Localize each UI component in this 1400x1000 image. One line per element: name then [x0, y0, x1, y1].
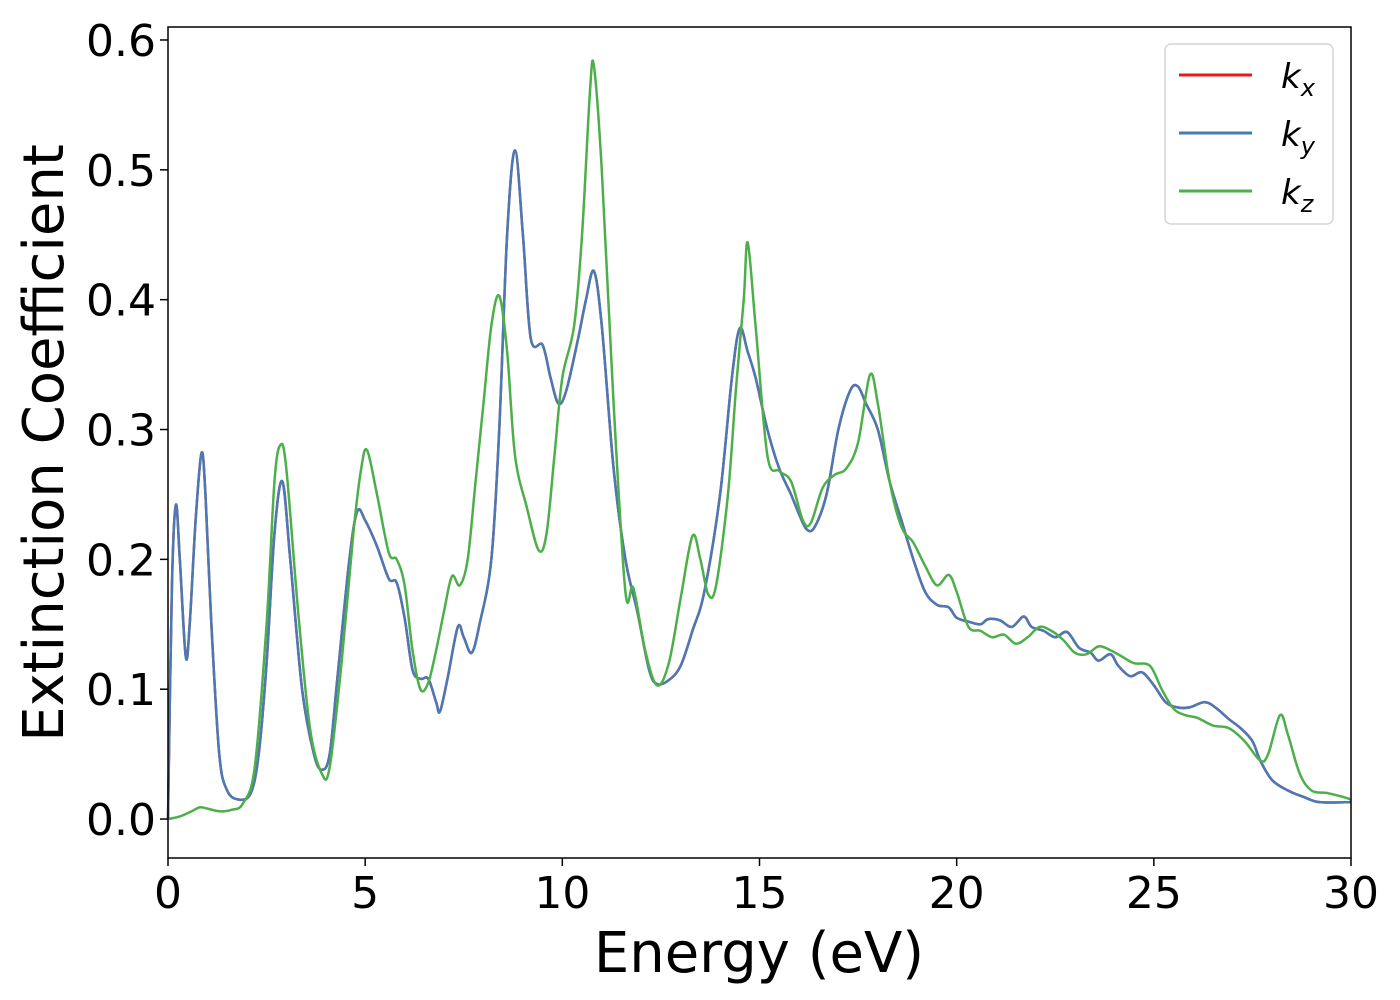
legend-label: kz: [1281, 173, 1315, 218]
x-axis-ticks: 0 5 10 15 20 25 30: [154, 858, 1379, 919]
x-tick-label: 5: [351, 868, 379, 919]
x-tick-label: 20: [929, 868, 985, 919]
y-tick-label: 0.6: [86, 16, 156, 67]
y-tick-label: 0.1: [86, 665, 156, 716]
legend-label: kx: [1281, 57, 1316, 102]
y-axis-label: Extinction Coefficient: [12, 144, 77, 742]
series-line-ky: [166, 149, 1352, 820]
series-line-kz: [167, 59, 1352, 821]
legend: kx ky kz: [1164, 43, 1334, 225]
series-layer: [166, 59, 1352, 821]
y-tick-label: 0.5: [86, 146, 156, 197]
y-tick-label: 0.2: [86, 535, 156, 586]
legend-label: ky: [1281, 115, 1316, 160]
x-tick-label: 25: [1126, 868, 1182, 919]
x-tick-label: 15: [732, 868, 788, 919]
y-axis-ticks: 0.0 0.1 0.2 0.3 0.4 0.5 0.6: [86, 16, 168, 846]
y-tick-label: 0.3: [86, 406, 156, 457]
y-tick-label: 0.4: [86, 276, 156, 327]
y-tick-label: 0.0: [86, 795, 156, 846]
legend-items: kx ky kz: [1179, 57, 1316, 218]
x-tick-label: 30: [1323, 868, 1379, 919]
x-tick-label: 0: [154, 868, 182, 919]
x-tick-label: 10: [534, 868, 590, 919]
x-axis-label: Energy (eV): [594, 921, 924, 986]
